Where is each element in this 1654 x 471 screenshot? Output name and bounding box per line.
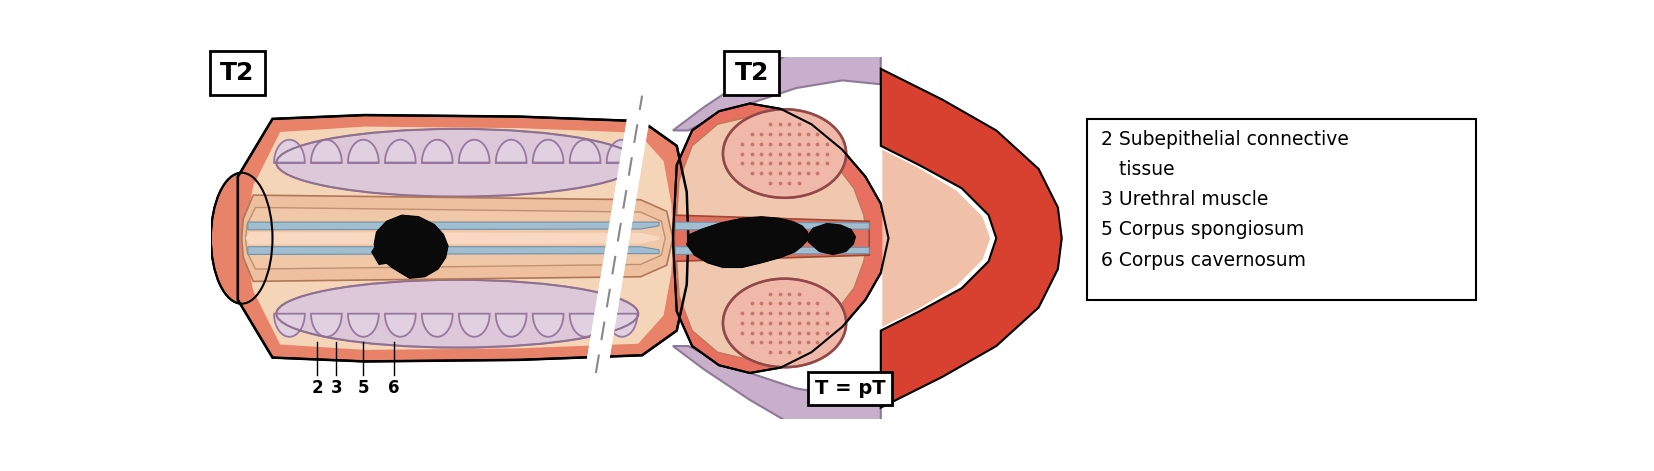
Polygon shape (311, 314, 342, 337)
Polygon shape (458, 314, 490, 337)
Polygon shape (275, 140, 304, 163)
Polygon shape (385, 140, 415, 163)
Ellipse shape (723, 109, 847, 198)
Polygon shape (422, 314, 453, 337)
Polygon shape (675, 215, 870, 261)
Polygon shape (607, 314, 637, 337)
Polygon shape (238, 115, 688, 361)
Polygon shape (807, 223, 857, 255)
Ellipse shape (276, 129, 638, 197)
Polygon shape (533, 314, 564, 337)
Text: 2: 2 (311, 379, 323, 397)
Polygon shape (311, 140, 342, 163)
Polygon shape (496, 314, 526, 337)
Polygon shape (374, 215, 448, 278)
Ellipse shape (723, 279, 847, 367)
Polygon shape (675, 117, 867, 360)
Polygon shape (533, 140, 564, 163)
Polygon shape (673, 104, 888, 373)
Polygon shape (347, 140, 379, 163)
Text: 5: 5 (357, 379, 369, 397)
Polygon shape (569, 314, 600, 337)
Polygon shape (241, 195, 673, 281)
Polygon shape (248, 247, 658, 254)
Polygon shape (569, 140, 600, 163)
Polygon shape (385, 314, 415, 337)
Polygon shape (245, 232, 658, 244)
Text: T2: T2 (734, 61, 769, 85)
Polygon shape (248, 222, 658, 230)
Polygon shape (882, 150, 991, 327)
Polygon shape (458, 140, 490, 163)
Polygon shape (422, 140, 453, 163)
Text: 3: 3 (331, 379, 342, 397)
Polygon shape (347, 314, 379, 337)
Polygon shape (673, 38, 882, 130)
Text: T2: T2 (220, 61, 255, 85)
Polygon shape (675, 222, 870, 230)
Polygon shape (253, 270, 665, 344)
Polygon shape (496, 140, 526, 163)
Text: 6: 6 (389, 379, 400, 397)
Polygon shape (245, 207, 665, 269)
Ellipse shape (212, 173, 273, 304)
Ellipse shape (276, 280, 638, 348)
Polygon shape (686, 217, 807, 268)
Text: 2 Subepithelial connective
   tissue
3 Urethral muscle
5 Corpus spongiosum
6 Cor: 2 Subepithelial connective tissue 3 Uret… (1102, 130, 1350, 270)
Polygon shape (882, 69, 1062, 407)
Polygon shape (675, 247, 870, 254)
FancyBboxPatch shape (1087, 119, 1475, 300)
Polygon shape (253, 132, 665, 206)
Polygon shape (673, 346, 882, 439)
Polygon shape (607, 140, 637, 163)
Polygon shape (243, 127, 673, 350)
Polygon shape (275, 314, 304, 337)
Polygon shape (370, 240, 395, 265)
Text: T = pT: T = pT (815, 379, 885, 398)
